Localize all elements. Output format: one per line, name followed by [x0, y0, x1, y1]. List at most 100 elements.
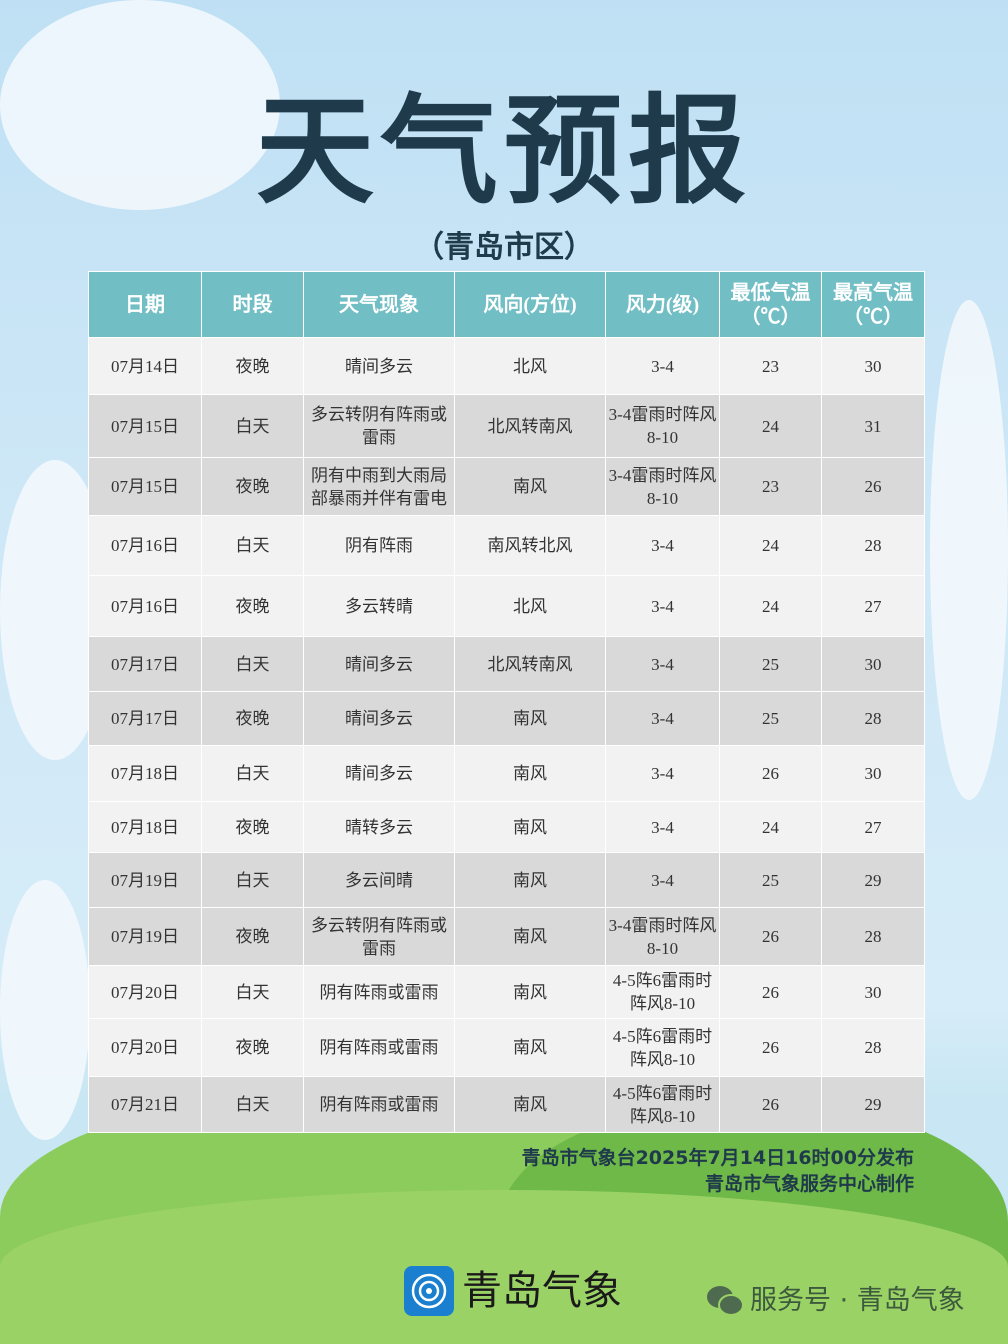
page-title: 天气预报 [255, 82, 752, 220]
table-cell: 3-4 [605, 515, 720, 576]
table-cell: 阴有阵雨或雷雨 [303, 1076, 455, 1133]
table-cell: 晴间多云 [303, 337, 455, 395]
publish-line: 青岛市气象台2025年7月14日16时00分发布 [521, 1147, 914, 1169]
table-row: 07月17日 白天 晴间多云 北风转南风 3-4 25 30 [88, 636, 925, 692]
wechat-account: 服务号 · 青岛气象 [706, 1284, 965, 1318]
table-cell: 北风转南风 [454, 394, 606, 458]
table-cell: 07月20日 [88, 965, 202, 1019]
table-cell: 晴间多云 [303, 745, 455, 802]
table-cell: 29 [821, 852, 925, 908]
table-cell: 3-4 [605, 575, 720, 637]
table-cell: 夜晚 [201, 337, 304, 395]
background-cloud [0, 880, 90, 1140]
table-cell: 29 [821, 1076, 925, 1133]
logo-text: 青岛气象 [462, 1268, 622, 1314]
table-cell: 4-5阵6雷雨时阵风8-10 [605, 1018, 720, 1077]
table-cell: 28 [821, 907, 925, 966]
table-cell: 南风 [454, 801, 606, 853]
table-cell: 07月16日 [88, 515, 202, 576]
table-cell: 24 [719, 394, 822, 458]
table-cell: 07月15日 [88, 457, 202, 516]
table-row: 07月20日 白天 阴有阵雨或雷雨 南风 4-5阵6雷雨时阵风8-10 26 30 [88, 965, 925, 1019]
table-cell: 南风 [454, 965, 606, 1019]
table-cell: 夜晚 [201, 575, 304, 637]
table-cell: 07月16日 [88, 575, 202, 637]
table-cell: 3-4 [605, 852, 720, 908]
table-row: 07月17日 夜晚 晴间多云 南风 3-4 25 28 [88, 691, 925, 746]
table-row: 07月19日 夜晚 多云转阴有阵雨或雷雨 南风 3-4雷雨时阵风8-10 26 28 [88, 907, 925, 966]
table-cell: 3-4雷雨时阵风8-10 [605, 457, 720, 516]
table-cell: 26 [719, 965, 822, 1019]
background-cloud [0, 0, 280, 210]
table-cell: 南风 [454, 1076, 606, 1133]
table-cell: 3-4雷雨时阵风8-10 [605, 907, 720, 966]
table-cell: 南风 [454, 1018, 606, 1077]
table-cell: 26 [719, 1076, 822, 1133]
column-header: 时段 [201, 271, 304, 338]
table-row: 07月16日 白天 阴有阵雨 南风转北风 3-4 24 28 [88, 515, 925, 576]
table-cell: 3-4 [605, 691, 720, 746]
table-row: 07月21日 白天 阴有阵雨或雷雨 南风 4-5阵6雷雨时阵风8-10 26 29 [88, 1076, 925, 1133]
table-cell: 07月18日 [88, 745, 202, 802]
table-cell: 07月15日 [88, 394, 202, 458]
table-cell: 南风 [454, 745, 606, 802]
cloud-swirl-icon [404, 1266, 454, 1316]
table-cell: 夜晚 [201, 691, 304, 746]
table-cell: 07月20日 [88, 1018, 202, 1077]
table-cell: 白天 [201, 394, 304, 458]
table-cell: 26 [719, 1018, 822, 1077]
table-cell: 白天 [201, 636, 304, 692]
table-cell: 3-4雷雨时阵风8-10 [605, 394, 720, 458]
table-cell: 30 [821, 745, 925, 802]
wechat-icon [707, 1286, 744, 1316]
table-cell: 07月14日 [88, 337, 202, 395]
table-cell: 南风 [454, 907, 606, 966]
table-cell: 07月19日 [88, 852, 202, 908]
wechat-text: 服务号 · 青岛气象 [750, 1285, 965, 1316]
table-row: 07月20日 夜晚 阴有阵雨或雷雨 南风 4-5阵6雷雨时阵风8-10 26 28 [88, 1018, 925, 1077]
table-cell: 夜晚 [201, 457, 304, 516]
table-cell: 南风 [454, 852, 606, 908]
table-row: 07月18日 白天 晴间多云 南风 3-4 26 30 [88, 745, 925, 802]
column-header: 风向(方位) [454, 271, 606, 338]
table-cell: 27 [821, 801, 925, 853]
logo: 青岛气象 [404, 1266, 622, 1316]
table-cell: 晴间多云 [303, 691, 455, 746]
table-cell: 28 [821, 515, 925, 576]
table-row: 07月14日 夜晚 晴间多云 北风 3-4 23 30 [88, 337, 925, 395]
table-cell: 07月21日 [88, 1076, 202, 1133]
table-cell: 25 [719, 691, 822, 746]
table-cell: 28 [821, 691, 925, 746]
table-cell: 25 [719, 636, 822, 692]
table-cell: 07月18日 [88, 801, 202, 853]
table-cell: 07月19日 [88, 907, 202, 966]
column-header: 风力(级) [605, 271, 720, 338]
table-cell: 晴间多云 [303, 636, 455, 692]
credits: 青岛市气象台2025年7月14日16时00分发布 青岛市气象服务中心制作 [88, 1145, 924, 1197]
table-cell: 北风 [454, 337, 606, 395]
table-cell: 26 [719, 907, 822, 966]
table-cell: 夜晚 [201, 801, 304, 853]
table-cell: 07月17日 [88, 691, 202, 746]
table-cell: 北风转南风 [454, 636, 606, 692]
table-cell: 多云转晴 [303, 575, 455, 637]
table-cell: 31 [821, 394, 925, 458]
table-cell: 23 [719, 337, 822, 395]
table-cell: 4-5阵6雷雨时阵风8-10 [605, 965, 720, 1019]
table-cell: 27 [821, 575, 925, 637]
table-row: 07月19日 白天 多云间晴 南风 3-4 25 29 [88, 852, 925, 908]
table-cell: 3-4 [605, 745, 720, 802]
column-header: 日期 [88, 271, 202, 338]
table-cell: 白天 [201, 745, 304, 802]
table-cell: 24 [719, 515, 822, 576]
column-header: 最高气温（℃） [821, 271, 925, 338]
table-cell: 阴有阵雨或雷雨 [303, 1018, 455, 1077]
table-cell: 南风 [454, 457, 606, 516]
table-cell: 多云间晴 [303, 852, 455, 908]
table-cell: 多云转阴有阵雨或雷雨 [303, 394, 455, 458]
table-cell: 26 [821, 457, 925, 516]
table-cell: 白天 [201, 1076, 304, 1133]
table-cell: 北风 [454, 575, 606, 637]
table-header-row: 日期 时段 天气现象 风向(方位) 风力(级) 最低气温（℃） 最高气温（℃） [88, 271, 925, 338]
table-cell: 白天 [201, 515, 304, 576]
